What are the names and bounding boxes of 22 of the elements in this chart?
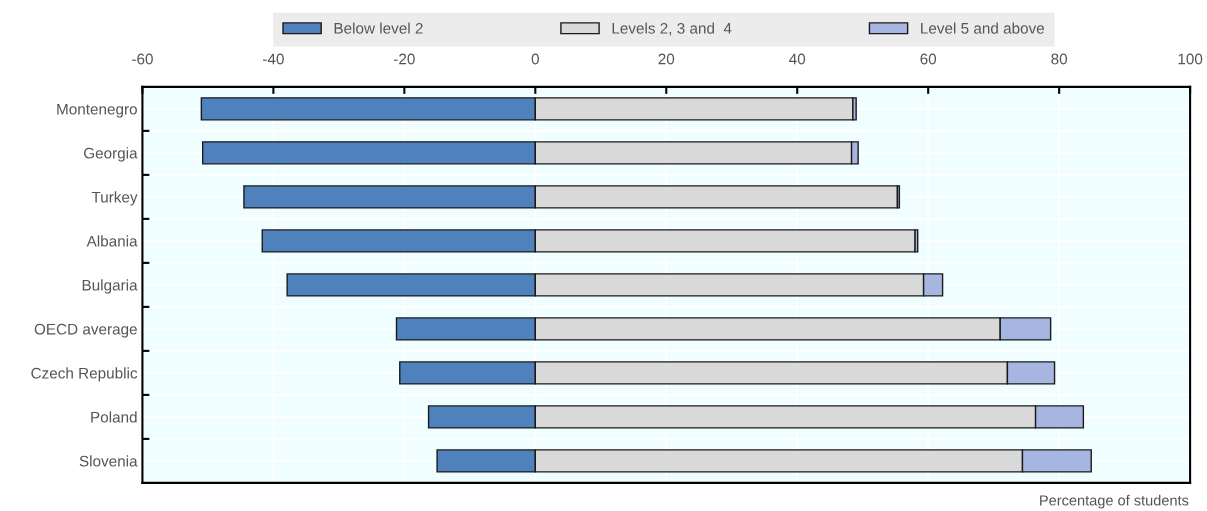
legend-label: Below level 2 (334, 22, 423, 34)
x-tick-label: 0 (531, 53, 539, 65)
x-tick-label: 100 (1178, 53, 1203, 65)
text: Percentage of students (1040, 494, 1189, 509)
y-tick-label: Slovenia (79, 455, 138, 467)
y-tick-label: Georgia (83, 147, 138, 162)
y-tick-label: Poland (91, 411, 137, 423)
x-tick-label: 80 (1051, 53, 1068, 65)
y-tick-label: Albania (86, 235, 138, 247)
x-tick-label: 60 (920, 53, 937, 65)
y-tick-label: OECD average (34, 323, 137, 338)
x-tick-label: -60 (132, 53, 153, 65)
x-tick-label: -20 (393, 53, 415, 65)
legend-label: Level 5 and above (921, 22, 1045, 34)
y-tick-label: Bulgaria (82, 279, 138, 294)
x-tick-label: 40 (789, 53, 806, 65)
y-tick-label: Czech Republic (31, 367, 138, 382)
y-tick-label: Turkey (91, 191, 138, 206)
x-tick-label: -40 (263, 53, 284, 65)
legend-label: Levels 2, 3 and 4 (612, 22, 732, 36)
x-tick-label: 20 (658, 53, 675, 65)
y-tick-label: Montenegro (57, 103, 137, 118)
